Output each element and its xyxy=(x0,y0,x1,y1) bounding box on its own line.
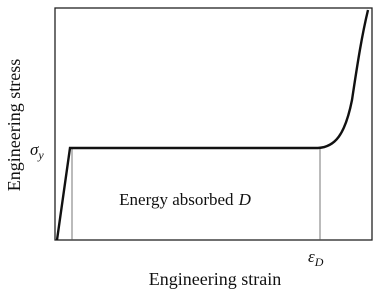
y-axis-label: Engineering stress xyxy=(4,59,24,191)
subscript: y xyxy=(37,148,44,162)
x-axis-label: Engineering strain xyxy=(149,269,281,289)
yield-stress-label: σy xyxy=(30,140,44,162)
symbol: D xyxy=(238,190,252,209)
symbol: ε xyxy=(308,247,315,266)
stress-strain-curve xyxy=(55,9,370,241)
subscript: D xyxy=(314,255,324,269)
label: Energy absorbed xyxy=(119,190,234,209)
symbol: σ xyxy=(30,140,39,159)
plot-frame xyxy=(54,7,373,241)
region-label: Energy absorbed D xyxy=(119,190,251,209)
densification-strain-label: εD xyxy=(308,247,324,269)
